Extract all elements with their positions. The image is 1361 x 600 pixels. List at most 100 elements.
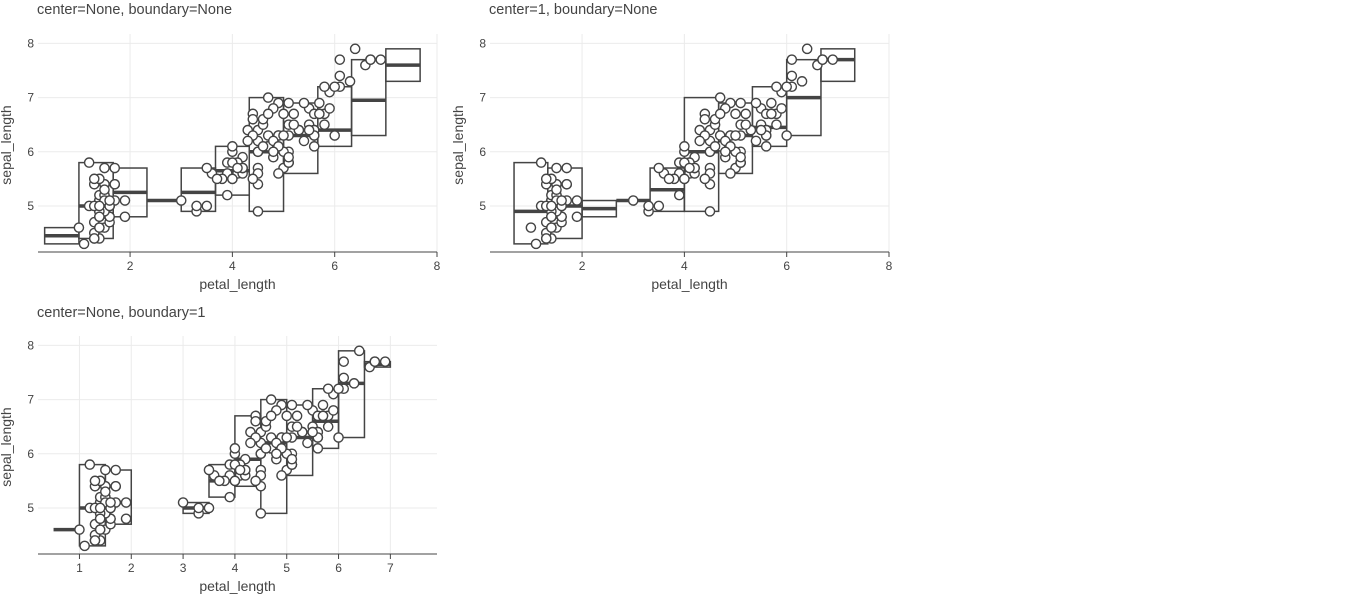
- data-point: [283, 151, 294, 163]
- data-point: [353, 345, 365, 357]
- y-tick-label: 8: [479, 36, 486, 50]
- data-point: [286, 399, 298, 411]
- x-tick-label: 6: [331, 259, 338, 273]
- data-point: [694, 135, 706, 147]
- data-point: [714, 92, 726, 103]
- data-point: [94, 211, 105, 223]
- data-point: [250, 415, 261, 427]
- data-point: [276, 470, 287, 481]
- x-tick-label: 7: [387, 561, 394, 575]
- facet-panel-1: 2 4 6 8 5 6 7 8 petal_length sepal_length center=N…: [0, 2, 441, 292]
- data-point: [571, 211, 583, 223]
- data-point: [191, 200, 202, 212]
- data-point: [796, 76, 808, 87]
- data-point: [281, 432, 293, 443]
- data-point: [262, 108, 274, 120]
- y-tick-label: 5: [27, 199, 34, 213]
- data-point: [100, 464, 111, 476]
- data-point: [177, 497, 189, 508]
- data-point: [317, 399, 329, 411]
- data-point: [334, 70, 346, 82]
- data-point: [333, 432, 344, 443]
- data-point: [827, 54, 839, 65]
- data-point: [725, 168, 736, 179]
- data-point: [317, 410, 329, 422]
- y-axis-title: sepal_length: [0, 105, 14, 184]
- data-point: [120, 497, 132, 508]
- data-point: [379, 356, 391, 367]
- data-point: [781, 81, 792, 93]
- data-point: [119, 211, 131, 223]
- data-point: [314, 97, 325, 109]
- y-tick-label: 8: [27, 338, 34, 352]
- data-point: [684, 162, 695, 174]
- data-point: [730, 130, 741, 141]
- data-point: [699, 113, 711, 125]
- data-point: [679, 141, 690, 152]
- x-tick-label: 2: [128, 561, 135, 575]
- data-point: [338, 356, 350, 367]
- x-axis-title: petal_length: [199, 276, 275, 292]
- data-point: [307, 426, 318, 438]
- data-point: [262, 92, 274, 103]
- x-axis-title: petal_length: [199, 578, 275, 594]
- data-point: [265, 394, 277, 405]
- data-point: [329, 81, 340, 93]
- y-tick-label: 6: [27, 447, 34, 461]
- data-point: [234, 464, 246, 476]
- data-point: [627, 195, 639, 206]
- data-point: [551, 184, 562, 195]
- x-tick-label: 8: [434, 259, 441, 273]
- data-point: [229, 443, 241, 454]
- data-point: [268, 146, 279, 158]
- data-point: [104, 195, 115, 206]
- y-tick-label: 5: [479, 199, 486, 213]
- data-point: [247, 173, 259, 185]
- data-point: [322, 421, 334, 432]
- data-point: [88, 173, 100, 185]
- data-point: [540, 173, 552, 185]
- data-point: [211, 173, 223, 185]
- data-point: [283, 97, 294, 109]
- data-point: [369, 356, 381, 367]
- data-point: [250, 475, 261, 487]
- panel-title: center=1, boundary=None: [489, 2, 658, 18]
- data-point: [556, 195, 567, 206]
- data-point: [319, 81, 330, 93]
- x-tick-label: 4: [229, 259, 236, 273]
- data-point: [786, 54, 798, 65]
- y-axis-title: sepal_length: [0, 407, 14, 486]
- data-point: [109, 178, 121, 190]
- data-point: [801, 43, 813, 55]
- data-point: [322, 383, 334, 395]
- data-point: [291, 410, 303, 422]
- data-point: [333, 383, 344, 395]
- y-tick-label: 7: [27, 393, 34, 407]
- data-point: [643, 200, 654, 212]
- data-points: [73, 43, 387, 250]
- data-point: [699, 173, 711, 185]
- data-point: [278, 108, 289, 120]
- data-point: [227, 173, 238, 185]
- data-point: [109, 162, 121, 174]
- data-point: [232, 162, 243, 174]
- data-point: [540, 233, 552, 244]
- data-point: [175, 195, 187, 206]
- data-point: [302, 399, 313, 411]
- y-tick-label: 6: [27, 145, 34, 159]
- data-point: [551, 162, 562, 174]
- data-point: [302, 437, 313, 449]
- x-tick-label: 3: [180, 561, 187, 575]
- data-point: [760, 141, 772, 152]
- data-point: [663, 173, 675, 185]
- data-point: [324, 103, 335, 114]
- data-point: [73, 222, 85, 233]
- data-point: [714, 108, 726, 120]
- data-point: [348, 378, 360, 389]
- data-point: [704, 206, 716, 217]
- data-point: [94, 502, 106, 514]
- data-point: [571, 195, 583, 206]
- data-point: [750, 135, 762, 147]
